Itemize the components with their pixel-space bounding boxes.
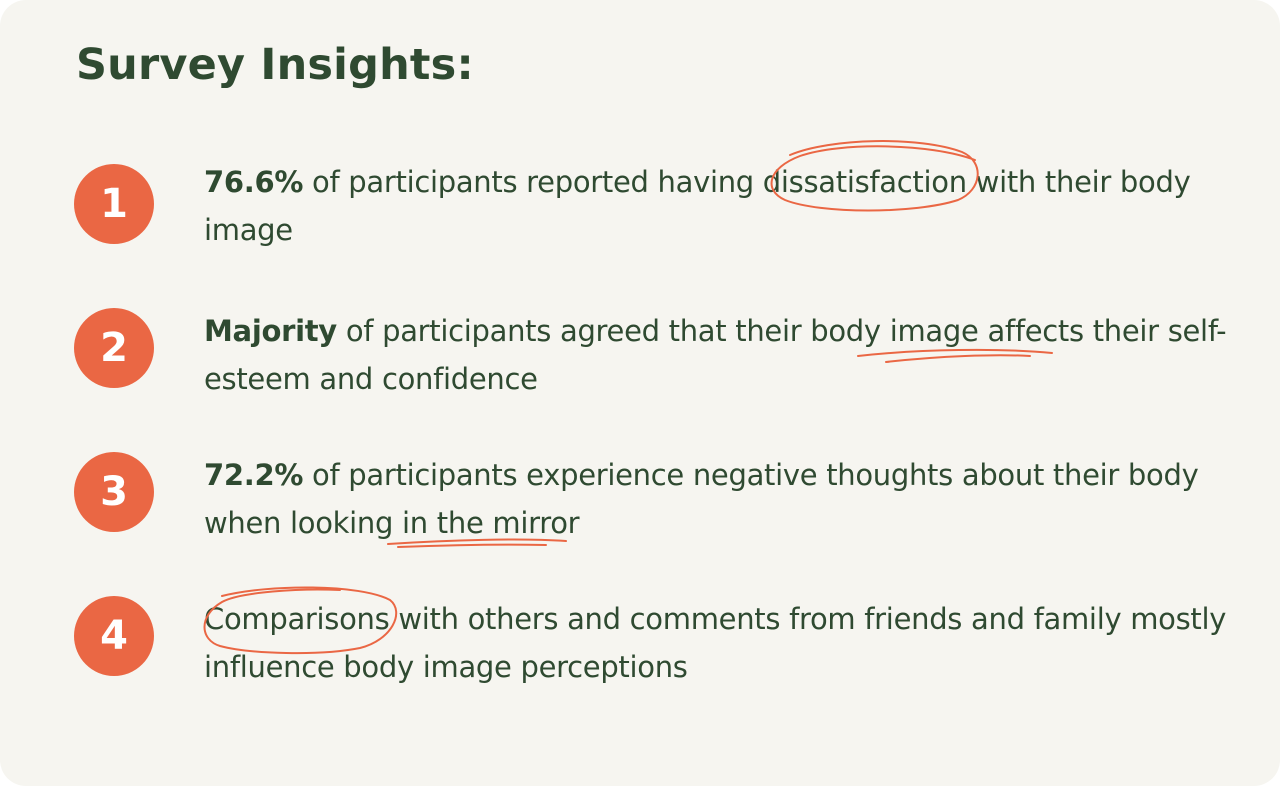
number-badge: 3: [74, 452, 154, 532]
number-badge: 4: [74, 596, 154, 676]
insight-highlight: Majority: [204, 314, 337, 348]
number-badge: 2: [74, 308, 154, 388]
insight-highlight: 72.2%: [204, 458, 304, 492]
page-title: Survey Insights:: [76, 40, 474, 90]
insight-text: 72.2% of participants experience negativ…: [204, 451, 1244, 547]
insight-text: Majority of participants agreed that the…: [204, 307, 1244, 403]
insight-body: of participants reported having dissatis…: [204, 165, 1191, 247]
insight-text: 76.6% of participants reported having di…: [204, 158, 1244, 254]
insight-text: Comparisons with others and comments fro…: [204, 595, 1244, 691]
insight-highlight: 76.6%: [204, 165, 304, 199]
insight-body: of participants agreed that their body i…: [204, 314, 1227, 396]
insight-body: of participants experience negative thou…: [204, 458, 1199, 540]
number-badge: 1: [74, 164, 154, 244]
insight-body: Comparisons with others and comments fro…: [204, 602, 1227, 684]
